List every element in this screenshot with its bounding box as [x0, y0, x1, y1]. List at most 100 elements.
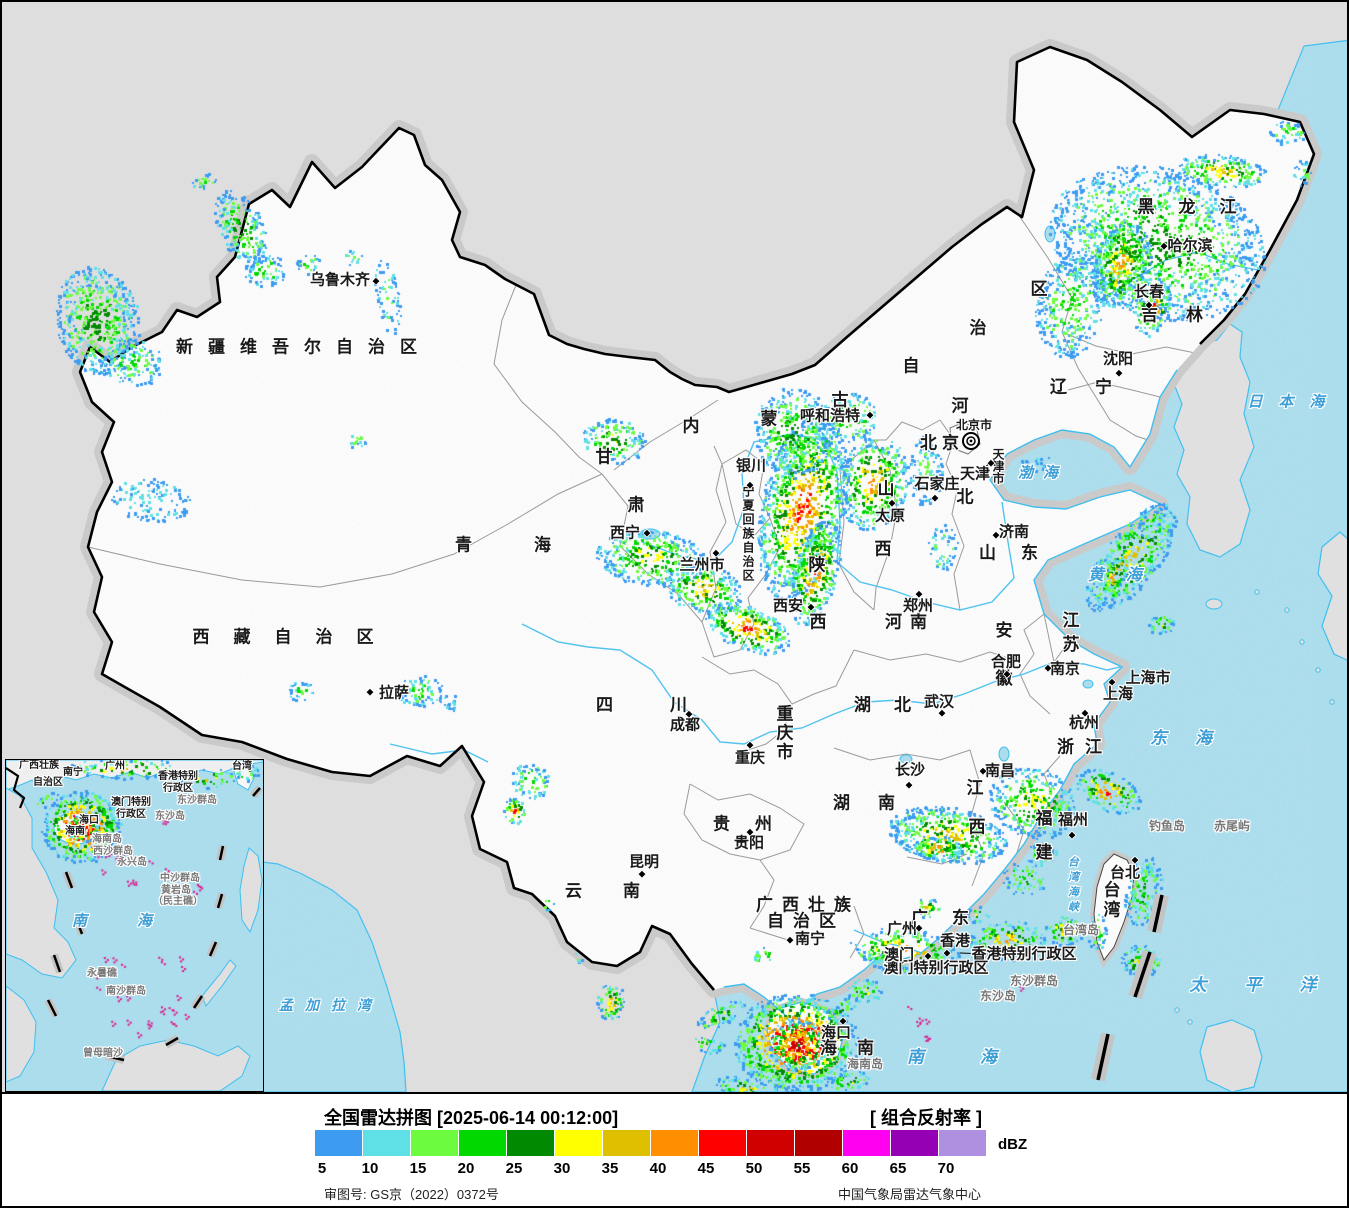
inset-label: 永暑礁: [87, 968, 117, 979]
map-label: 海南: [820, 1038, 894, 1058]
city-marker-icon: ◆: [643, 527, 651, 538]
city-marker-icon: ◆: [1081, 707, 1089, 718]
city-label: 香港: [939, 932, 971, 950]
inset-label: 台湾: [232, 761, 252, 772]
inset-label: 广州: [105, 761, 125, 772]
inset-label: 广西壮族: [19, 760, 59, 771]
city-label: 广州: [886, 920, 918, 938]
city-label: 呼和浩特: [799, 407, 861, 425]
dbz-color-cell: [651, 1130, 698, 1156]
map-label: 山: [877, 479, 895, 499]
dbz-tick: 30: [553, 1160, 571, 1177]
city-label: 台北: [1109, 864, 1141, 882]
map-label: 安徽: [992, 621, 1012, 717]
dbz-tick: 20: [457, 1160, 475, 1177]
map-label: 孟加拉湾: [279, 997, 383, 1013]
city-label: 哈尔滨: [1167, 237, 1213, 255]
city-label: 银川: [735, 457, 767, 475]
city-label: 昆明: [628, 853, 660, 871]
city-marker-icon: ◆: [905, 779, 913, 790]
dbz-tick: 65: [889, 1160, 907, 1177]
city-label: 海口: [820, 1024, 852, 1042]
south-china-sea-inset: 广西壮族 自治区 南宁 广州 香港特别 行政区 澳门特别 行政区 台湾 东沙群岛 东沙岛 海口 海南 海南…: [5, 759, 264, 1092]
city-label: 郑州: [902, 597, 934, 615]
map-label: 湖北: [854, 695, 934, 715]
dbz-color-cell: [843, 1130, 890, 1156]
city-marker-icon: ◆: [366, 686, 374, 697]
map-label: 福建: [1032, 809, 1052, 877]
city-marker-icon: ◆: [839, 1015, 847, 1026]
dbz-tick: 55: [793, 1160, 811, 1177]
dbz-tick: 60: [841, 1160, 859, 1177]
map-label: 浙江: [1057, 737, 1113, 757]
city-label: 南宁: [794, 930, 826, 948]
inset-label: 西沙群岛: [93, 846, 133, 857]
map-label: 青海: [455, 535, 613, 555]
inset-label: 海口: [79, 815, 99, 826]
city-label: 西宁: [609, 524, 641, 542]
inset-label: 曾母暗沙: [83, 1048, 123, 1059]
map-label: 日本海: [1247, 393, 1341, 411]
legend-panel: 全国雷达拼图 [2025-06-14 00:12:00] [ 组合反射率 ] d…: [2, 1094, 1347, 1206]
dbz-tick: 15: [409, 1160, 427, 1177]
city-label: 石家庄: [914, 475, 960, 493]
dbz-tick: 40: [649, 1160, 667, 1177]
map-label: 台: [1103, 880, 1121, 900]
city-marker-icon: ◆: [1044, 662, 1052, 673]
map-label: 黑龙江: [1137, 197, 1261, 217]
map-label: 香港特别行政区: [971, 945, 1077, 963]
city-marker-icon: ◆: [1145, 299, 1153, 310]
city-marker-icon: ◆: [915, 588, 923, 599]
city-label: 天津: [959, 465, 991, 483]
map-title: 全国雷达拼图 [2025-06-14 00:12:00]: [324, 1108, 619, 1128]
city-label: 杭州: [1068, 714, 1100, 732]
map-license: 审图号: GS京（2022）0372号: [324, 1187, 499, 1202]
city-marker-icon: ◆: [638, 868, 646, 879]
city-label: 上海市: [1125, 669, 1171, 687]
inset-label: 永兴岛: [117, 857, 147, 868]
dbz-color-cell: [891, 1130, 938, 1156]
dbz-color-cell: [411, 1130, 458, 1156]
city-marker-icon: ◆: [372, 275, 380, 286]
city-marker-icon: ◆: [987, 457, 995, 468]
city-label: 澳门: [883, 946, 915, 964]
dbz-tick: 25: [505, 1160, 523, 1177]
dbz-tick: 45: [697, 1160, 715, 1177]
map-label: 广西壮族: [756, 895, 860, 915]
city-marker-icon: ◆: [685, 708, 693, 719]
inset-label: 行政区: [116, 809, 146, 820]
credit: 中国气象局雷达气象中心: [838, 1187, 982, 1202]
map-label: 西藏自治区: [192, 627, 398, 647]
inset-label: 澳门特别: [111, 797, 151, 808]
map-label: 河南: [885, 612, 935, 632]
inset-label: 东沙岛: [155, 811, 185, 822]
map-label: 西: [874, 539, 892, 559]
city-marker-icon: ◆: [992, 529, 1000, 540]
map-label: 东沙岛: [979, 989, 1017, 1003]
dbz-tick: 5: [317, 1160, 327, 1177]
city-marker-icon: ◆: [1131, 854, 1139, 865]
city-marker-icon: ◆: [888, 497, 896, 508]
city-marker-icon: ◆: [1003, 668, 1011, 679]
city-marker-icon: ◆: [746, 826, 754, 837]
inset-labels: 广西壮族 自治区 南宁 广州 香港特别 行政区 澳门特别 行政区 台湾 东沙群岛 东沙岛 海口 海南 海南…: [6, 760, 263, 1091]
dbz-tick: 50: [745, 1160, 763, 1177]
city-marker-icon: ◆: [943, 947, 951, 958]
map-label: 吉林: [1141, 305, 1231, 325]
dbz-color-cell: [939, 1130, 986, 1156]
city-marker-icon: ◆: [712, 547, 720, 558]
map-label: 重庆市: [773, 704, 793, 762]
map-label: 自: [902, 356, 920, 376]
city-label: 长沙: [894, 761, 926, 779]
map-label: 北京: [920, 433, 964, 453]
map-label: 蒙: [760, 409, 778, 429]
map-label: 江苏: [1059, 611, 1079, 659]
map-label: 云南: [565, 881, 681, 901]
map-label: 广东: [911, 908, 993, 928]
city-label: 成都: [669, 716, 701, 734]
map-label: 陕: [808, 555, 826, 575]
city-marker-icon: ◆: [1068, 829, 1076, 840]
dbz-color-cell: [795, 1130, 842, 1156]
map-label: 赤尾屿: [1213, 819, 1251, 833]
